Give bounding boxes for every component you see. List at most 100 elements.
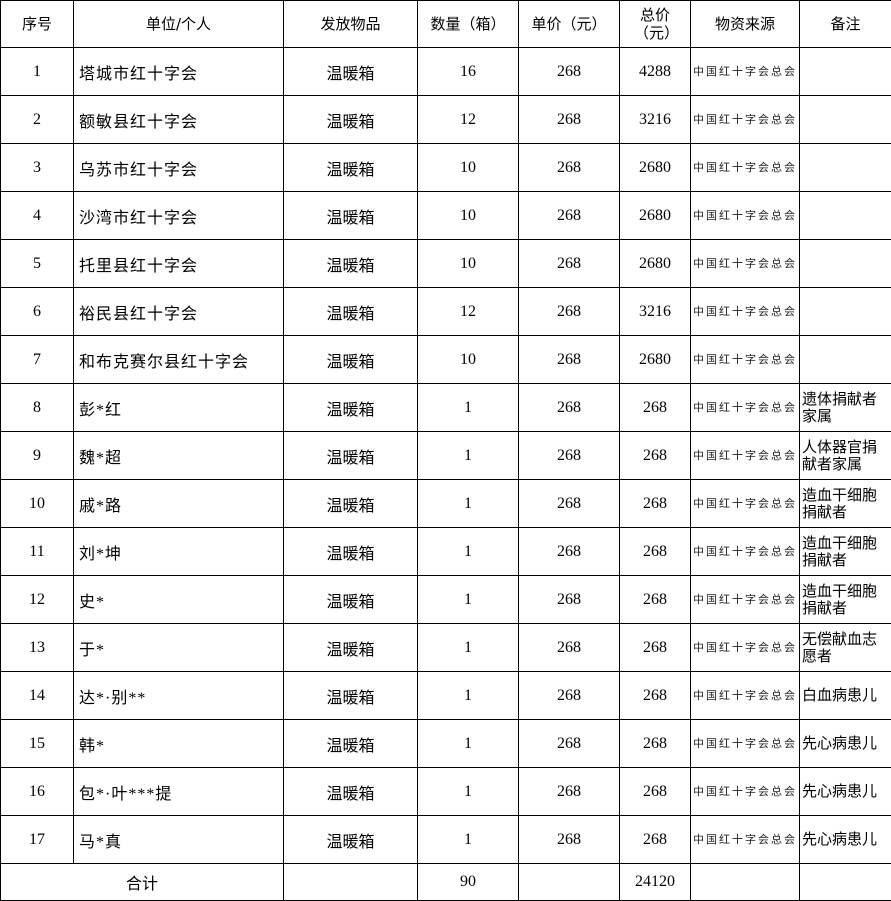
cell-note: 造血干细胞捐献者 — [800, 528, 891, 576]
cell-total-price: 2680 — [620, 336, 691, 384]
cell-recipient: 史* — [74, 576, 284, 624]
header-unit-price: 单价（元） — [519, 1, 620, 48]
cell-no: 15 — [1, 720, 74, 768]
cell-source: 中国红十字会总会 — [691, 720, 800, 768]
cell-unit-price: 268 — [519, 240, 620, 288]
cell-note — [800, 48, 891, 96]
cell-no: 2 — [1, 96, 74, 144]
cell-no: 4 — [1, 192, 74, 240]
cell-total-price: 268 — [620, 480, 691, 528]
cell-no: 10 — [1, 480, 74, 528]
cell-item: 温暖箱 — [284, 384, 418, 432]
cell-unit-price: 268 — [519, 720, 620, 768]
cell-source: 中国红十字会总会 — [691, 768, 800, 816]
cell-total-price: 2680 — [620, 144, 691, 192]
cell-quantity: 1 — [418, 384, 519, 432]
cell-total-price: 2680 — [620, 240, 691, 288]
cell-total-price: 2680 — [620, 192, 691, 240]
total-item — [284, 864, 418, 901]
cell-note: 人体器官捐献者家属 — [800, 432, 891, 480]
cell-no: 14 — [1, 672, 74, 720]
cell-quantity: 10 — [418, 192, 519, 240]
cell-quantity: 1 — [418, 480, 519, 528]
header-quantity: 数量（箱） — [418, 1, 519, 48]
cell-source: 中国红十字会总会 — [691, 816, 800, 864]
cell-total-price: 268 — [620, 672, 691, 720]
total-note — [800, 864, 891, 901]
cell-note: 先心病患儿 — [800, 720, 891, 768]
cell-recipient: 塔城市红十字会 — [74, 48, 284, 96]
cell-recipient: 乌苏市红十字会 — [74, 144, 284, 192]
cell-note — [800, 336, 891, 384]
cell-unit-price: 268 — [519, 192, 620, 240]
cell-note: 造血干细胞捐献者 — [800, 480, 891, 528]
cell-note — [800, 96, 891, 144]
cell-source: 中国红十字会总会 — [691, 48, 800, 96]
cell-no: 17 — [1, 816, 74, 864]
cell-source: 中国红十字会总会 — [691, 528, 800, 576]
cell-note: 先心病患儿 — [800, 768, 891, 816]
cell-total-price: 268 — [620, 384, 691, 432]
cell-item: 温暖箱 — [284, 96, 418, 144]
cell-recipient: 彭*红 — [74, 384, 284, 432]
total-label: 合计 — [1, 864, 284, 901]
cell-item: 温暖箱 — [284, 336, 418, 384]
cell-total-price: 268 — [620, 432, 691, 480]
cell-item: 温暖箱 — [284, 576, 418, 624]
cell-unit-price: 268 — [519, 432, 620, 480]
cell-note: 白血病患儿 — [800, 672, 891, 720]
cell-note — [800, 240, 891, 288]
cell-no: 3 — [1, 144, 74, 192]
cell-source: 中国红十字会总会 — [691, 624, 800, 672]
total-source — [691, 864, 800, 901]
header-item: 发放物品 — [284, 1, 418, 48]
cell-unit-price: 268 — [519, 816, 620, 864]
cell-note — [800, 144, 891, 192]
header-row: 序号 单位/个人 发放物品 数量（箱） 单价（元） 总价（元） 物资来源 备注 — [1, 1, 891, 48]
cell-no: 8 — [1, 384, 74, 432]
cell-no: 6 — [1, 288, 74, 336]
cell-source: 中国红十字会总会 — [691, 576, 800, 624]
total-quantity: 90 — [418, 864, 519, 901]
cell-unit-price: 268 — [519, 672, 620, 720]
cell-item: 温暖箱 — [284, 672, 418, 720]
cell-unit-price: 268 — [519, 48, 620, 96]
cell-item: 温暖箱 — [284, 432, 418, 480]
cell-recipient: 戚*路 — [74, 480, 284, 528]
cell-item: 温暖箱 — [284, 768, 418, 816]
cell-no: 13 — [1, 624, 74, 672]
cell-unit-price: 268 — [519, 96, 620, 144]
cell-no: 7 — [1, 336, 74, 384]
cell-quantity: 10 — [418, 144, 519, 192]
cell-quantity: 1 — [418, 624, 519, 672]
header-no: 序号 — [1, 1, 74, 48]
cell-item: 温暖箱 — [284, 720, 418, 768]
cell-note: 遗体捐献者家属 — [800, 384, 891, 432]
cell-unit-price: 268 — [519, 576, 620, 624]
cell-no: 5 — [1, 240, 74, 288]
cell-quantity: 1 — [418, 720, 519, 768]
cell-unit-price: 268 — [519, 768, 620, 816]
cell-unit-price: 268 — [519, 336, 620, 384]
cell-source: 中国红十字会总会 — [691, 384, 800, 432]
header-note: 备注 — [800, 1, 891, 48]
cell-no: 11 — [1, 528, 74, 576]
cell-quantity: 1 — [418, 576, 519, 624]
cell-item: 温暖箱 — [284, 480, 418, 528]
cell-total-price: 4288 — [620, 48, 691, 96]
cell-recipient: 刘*坤 — [74, 528, 284, 576]
cell-no: 9 — [1, 432, 74, 480]
cell-recipient: 于* — [74, 624, 284, 672]
cell-quantity: 10 — [418, 240, 519, 288]
cell-total-price: 3216 — [620, 288, 691, 336]
cell-unit-price: 268 — [519, 288, 620, 336]
cell-recipient: 托里县红十字会 — [74, 240, 284, 288]
